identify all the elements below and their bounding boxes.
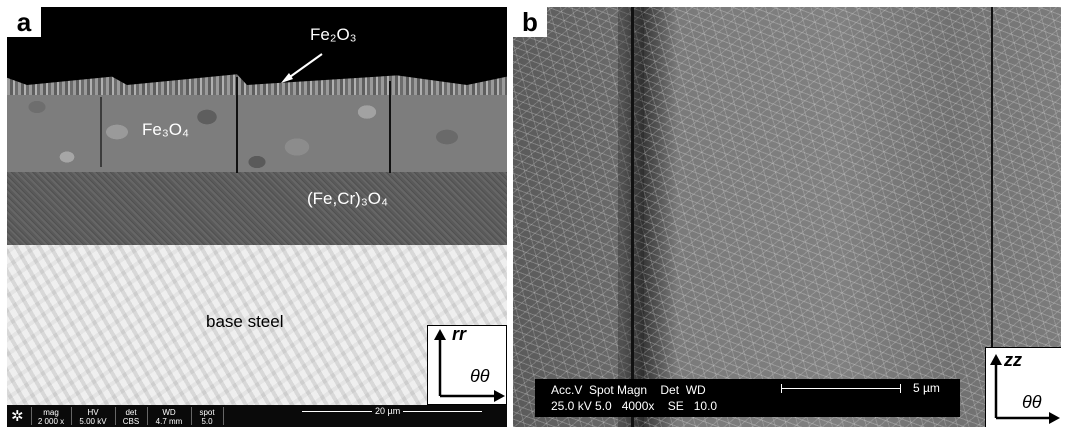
- surface-crack: [631, 7, 634, 427]
- panel-label-a: a: [7, 7, 41, 37]
- fe2o3-label: Fe₂O₃: [310, 25, 357, 44]
- panel-label-b: b: [513, 7, 547, 37]
- axis-label-z: zz: [1004, 350, 1022, 370]
- info-field-det: det CBS: [122, 408, 140, 426]
- crack-line: [389, 81, 391, 173]
- axes-arrows-icon: [990, 354, 1060, 424]
- fei-logo-icon: ✲: [11, 408, 24, 425]
- epoxy-background: [7, 7, 507, 82]
- scale-bar-label: 5 µm: [913, 381, 940, 395]
- sem-surface-image: b Acc.V Spot Magn Det WD 25.0 kV 5.0 400…: [513, 7, 1061, 427]
- axis-label-theta: θθ: [470, 366, 490, 386]
- arrow-icon: [281, 53, 323, 83]
- surface-crack: [991, 7, 993, 427]
- scale-bar-label: 20 µm: [372, 406, 404, 416]
- info-header: Acc.V Spot Magn Det WD: [551, 383, 706, 397]
- crack-line: [236, 77, 238, 173]
- axes-arrows-icon: [434, 329, 505, 402]
- sem-info-bar: Acc.V Spot Magn Det WD 25.0 kV 5.0 4000x…: [535, 379, 960, 417]
- info-field-hv: HV 5.00 kV: [79, 408, 107, 426]
- base-steel-region: [7, 245, 507, 427]
- info-field-wd: WD 4.7 mm: [155, 408, 183, 426]
- sem-info-bar: ✲ mag 2 000 x HV 5.00 kV det CBS WD 4.7 mm s…: [7, 405, 507, 427]
- coordinate-axes-inset: zz θθ: [985, 347, 1061, 427]
- crack-line: [100, 97, 102, 167]
- axis-label-theta: θθ: [1022, 392, 1042, 412]
- sem-cross-section-image: a Fe₂O₃ Fe₃O₄ (Fe,Cr)₃O₄ base steel rr θ…: [7, 7, 507, 427]
- axis-label-r: rr: [452, 324, 467, 344]
- scale-bar: [781, 384, 901, 393]
- coordinate-axes-inset: rr θθ: [427, 324, 507, 405]
- spinel-layer: [7, 172, 507, 252]
- info-values: 25.0 kV 5.0 4000x SE 10.0: [551, 399, 718, 413]
- fe3o4-label: Fe₃O₄: [142, 120, 189, 139]
- base-steel-label: base steel: [206, 312, 284, 331]
- info-field-mag: mag 2 000 x: [37, 408, 65, 426]
- spinel-label: (Fe,Cr)₃O₄: [307, 189, 388, 208]
- info-field-spot: spot 5.0: [199, 408, 215, 426]
